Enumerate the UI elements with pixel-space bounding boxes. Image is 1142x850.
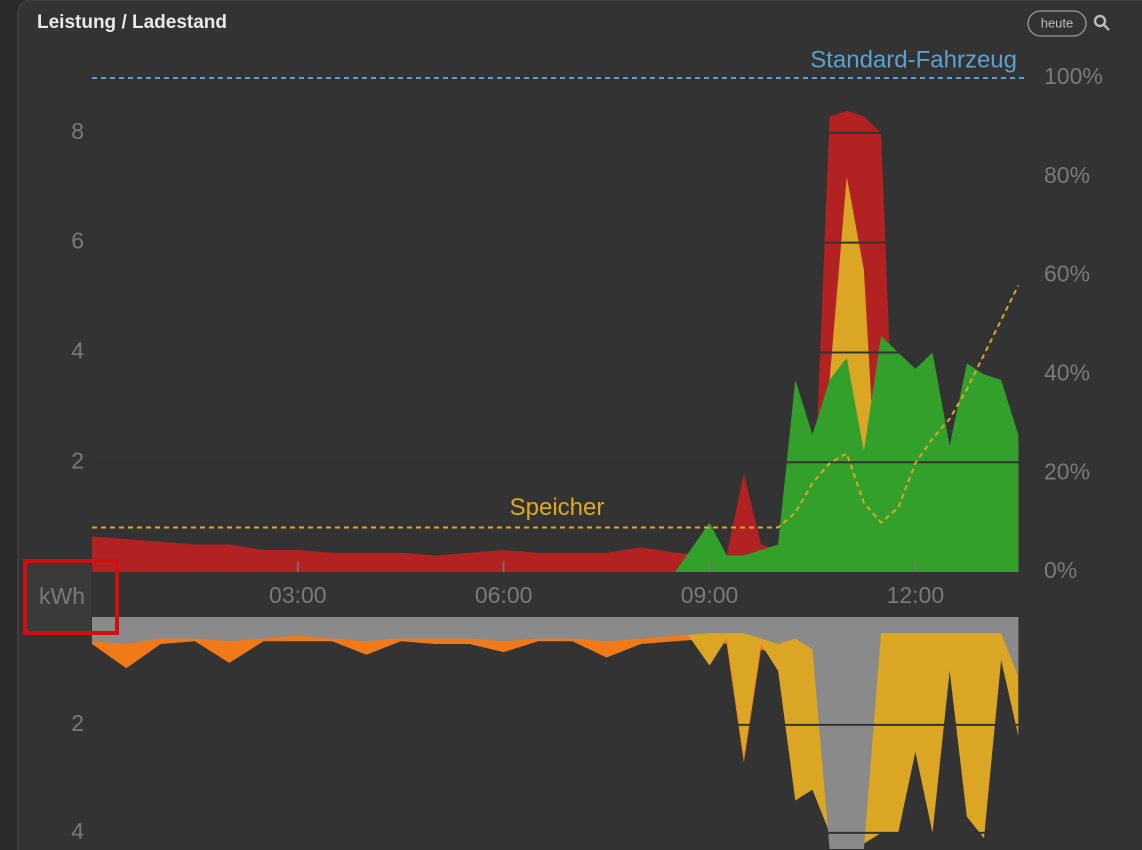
y-tick-label: 8 (71, 118, 84, 144)
y2-tick-label: 0% (1044, 557, 1077, 583)
button-frame[interactable] (1027, 10, 1087, 37)
unit-box (27, 562, 91, 632)
search-icon[interactable] (1093, 14, 1110, 31)
y-axis-unit: kWh (39, 583, 85, 609)
y2-tick-label: 40% (1044, 359, 1090, 385)
area-series (92, 617, 1019, 844)
y-tick-label: 2 (71, 710, 84, 736)
area-series (92, 176, 1019, 573)
y-tick-label: 4 (71, 818, 84, 844)
y-tick-label: 2 (71, 447, 84, 473)
y2-tick-label: 100% (1044, 63, 1103, 89)
x-tick-label: 06:00 (475, 582, 533, 608)
today-button[interactable]: heute (1041, 15, 1074, 30)
area-series (92, 617, 1019, 849)
x-tick-label: 03:00 (269, 582, 327, 608)
highlight-box (23, 559, 119, 635)
reference-label: Standard-Fahrzeug (810, 46, 1017, 73)
y2-tick-label: 60% (1044, 261, 1090, 287)
y-tick-label: 4 (71, 338, 84, 364)
panel-title: Leistung / Ladestand (37, 12, 227, 33)
series-label: Speicher (510, 494, 605, 521)
y2-tick-label: 20% (1044, 458, 1090, 484)
x-tick-label: 09:00 (681, 582, 739, 608)
area-series (92, 335, 1019, 572)
x-tick-label: 12:00 (887, 582, 945, 608)
y-tick-label: 6 (71, 228, 84, 254)
line-series (92, 285, 1020, 529)
y2-tick-label: 80% (1044, 162, 1090, 188)
